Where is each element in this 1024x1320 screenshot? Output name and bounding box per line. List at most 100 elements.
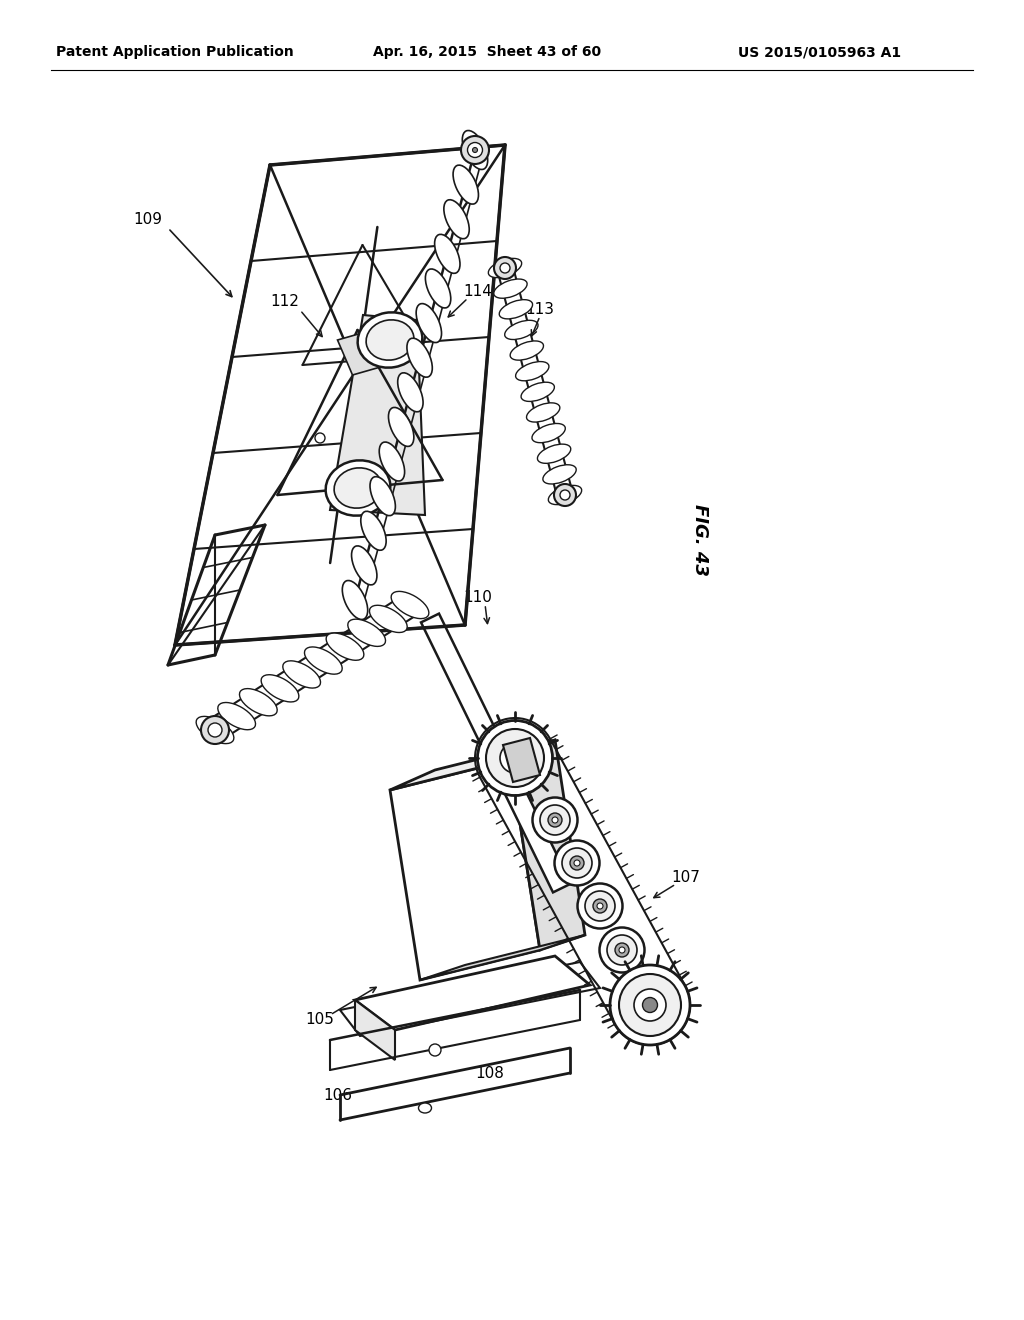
Text: 110: 110 [464,590,493,606]
Ellipse shape [477,721,553,796]
Ellipse shape [488,259,521,277]
Ellipse shape [334,467,382,508]
Text: 112: 112 [270,294,299,309]
Polygon shape [390,741,555,789]
Ellipse shape [261,675,299,702]
Polygon shape [175,145,505,645]
Ellipse shape [208,723,222,737]
Ellipse shape [578,883,623,928]
Ellipse shape [197,717,233,743]
Ellipse shape [348,619,385,647]
Text: 114: 114 [464,285,493,300]
Ellipse shape [283,661,321,688]
Ellipse shape [516,362,549,380]
Text: Apr. 16, 2015  Sheet 43 of 60: Apr. 16, 2015 Sheet 43 of 60 [373,45,601,59]
Ellipse shape [443,199,469,239]
Ellipse shape [540,805,570,836]
Polygon shape [421,614,571,892]
Ellipse shape [554,484,575,506]
Ellipse shape [304,647,342,675]
Ellipse shape [494,279,527,298]
Ellipse shape [510,341,544,360]
Ellipse shape [472,148,477,153]
Ellipse shape [574,861,580,866]
Ellipse shape [618,946,625,953]
Ellipse shape [218,702,256,730]
Ellipse shape [453,165,478,205]
Polygon shape [340,962,600,1036]
Ellipse shape [434,235,460,273]
Text: Patent Application Publication: Patent Application Publication [56,45,294,59]
Ellipse shape [593,899,607,913]
Ellipse shape [370,606,408,632]
Ellipse shape [505,321,538,339]
Ellipse shape [585,891,615,921]
Polygon shape [355,956,590,1030]
Ellipse shape [560,490,570,500]
Ellipse shape [461,136,489,164]
Ellipse shape [342,581,368,619]
Text: US 2015/0105963 A1: US 2015/0105963 A1 [738,45,901,59]
Ellipse shape [360,511,386,550]
Ellipse shape [548,486,582,504]
Ellipse shape [370,477,395,516]
Ellipse shape [429,1044,441,1056]
Ellipse shape [388,408,414,446]
Ellipse shape [531,424,565,442]
Ellipse shape [397,372,423,412]
Ellipse shape [486,729,544,787]
Ellipse shape [407,338,432,378]
Text: 109: 109 [133,213,163,227]
Ellipse shape [462,131,487,169]
Ellipse shape [468,143,482,157]
Ellipse shape [494,257,516,279]
Polygon shape [338,330,387,375]
Text: 107: 107 [672,870,700,886]
Polygon shape [503,738,540,781]
Ellipse shape [543,465,577,484]
Ellipse shape [599,928,644,973]
Ellipse shape [500,743,530,774]
Polygon shape [510,741,585,950]
Ellipse shape [425,269,451,308]
Ellipse shape [555,841,599,886]
Text: 105: 105 [305,1012,335,1027]
Ellipse shape [391,591,429,619]
Ellipse shape [416,304,441,343]
Ellipse shape [552,817,558,822]
Ellipse shape [201,715,229,744]
Ellipse shape [379,442,404,480]
Ellipse shape [526,403,560,422]
Ellipse shape [500,300,532,319]
Ellipse shape [615,942,629,957]
Ellipse shape [521,383,554,401]
Ellipse shape [500,263,510,273]
Text: 106: 106 [324,1088,352,1102]
Ellipse shape [326,461,390,516]
Ellipse shape [597,903,603,909]
Text: 108: 108 [475,1065,505,1081]
Ellipse shape [607,935,637,965]
Ellipse shape [548,813,562,828]
Ellipse shape [610,965,690,1045]
Polygon shape [355,1001,395,1060]
Text: FIG. 43: FIG. 43 [691,504,709,576]
Ellipse shape [367,319,414,360]
Ellipse shape [419,1104,431,1113]
Ellipse shape [508,751,522,766]
Ellipse shape [618,974,681,1036]
Ellipse shape [562,847,592,878]
Polygon shape [390,760,540,979]
Ellipse shape [240,689,278,715]
Text: 113: 113 [525,302,555,318]
Ellipse shape [538,444,570,463]
Polygon shape [420,935,585,979]
Ellipse shape [532,797,578,842]
Ellipse shape [315,433,325,444]
Ellipse shape [570,855,584,870]
Ellipse shape [326,634,364,660]
Ellipse shape [642,998,657,1012]
Ellipse shape [351,546,377,585]
Ellipse shape [634,989,666,1020]
Polygon shape [330,315,425,515]
